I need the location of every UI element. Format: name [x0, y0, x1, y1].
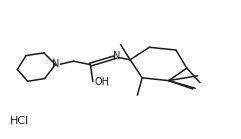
Text: N: N: [53, 59, 60, 69]
Text: HCl: HCl: [10, 116, 29, 126]
Text: OH: OH: [95, 77, 110, 87]
Text: N: N: [113, 51, 120, 61]
